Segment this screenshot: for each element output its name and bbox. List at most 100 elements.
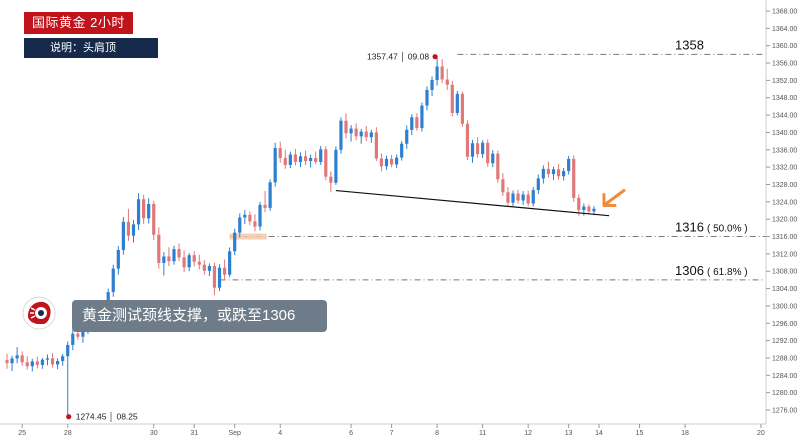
candle-body xyxy=(556,169,561,177)
candle-body xyxy=(541,168,545,179)
candle-body xyxy=(207,266,211,271)
y-tick-label: 1332.00 xyxy=(772,165,797,172)
candle-body xyxy=(222,267,227,275)
y-tick-label: 1348.00 xyxy=(772,95,797,102)
candle-body xyxy=(374,132,378,159)
candle-body xyxy=(152,203,156,235)
candle-body xyxy=(577,197,581,211)
level-label-1358: 1358 xyxy=(675,37,704,52)
high-marker xyxy=(432,54,438,60)
candle-body xyxy=(329,176,333,183)
candle-body xyxy=(349,128,353,134)
candle-body xyxy=(501,179,505,193)
candle-body xyxy=(551,169,556,175)
candle-body xyxy=(339,120,343,150)
candle-body xyxy=(405,129,409,144)
level-label-1306: 1306 xyxy=(675,263,704,278)
candle-body xyxy=(379,158,384,167)
candle-body xyxy=(25,362,29,367)
candle-body xyxy=(136,199,141,225)
candle-body xyxy=(258,204,262,227)
fib-levels: 1358 1316( 50.0% ) 1306( 61.8% ) xyxy=(219,37,766,281)
y-tick-label: 1368.00 xyxy=(772,9,797,16)
candle-body xyxy=(212,266,217,288)
y-tick-label: 1276.00 xyxy=(772,408,797,415)
x-tick-label: 28 xyxy=(64,430,72,437)
level-pct-1316: ( 50.0% ) xyxy=(707,224,748,235)
candle-body xyxy=(268,182,272,208)
candle-body xyxy=(567,158,571,172)
candle-body xyxy=(273,148,277,183)
candle-body xyxy=(142,199,146,219)
x-tick-label: 12 xyxy=(524,430,532,437)
candle-body xyxy=(425,89,429,106)
candle-body xyxy=(400,143,404,158)
candle-body xyxy=(344,120,348,134)
candle-body xyxy=(536,178,540,191)
candle-body xyxy=(217,267,222,288)
x-tick-label: 6 xyxy=(349,430,353,437)
x-tick-label: 31 xyxy=(190,430,198,437)
y-tick-label: 1344.00 xyxy=(772,113,797,120)
candle-body xyxy=(45,358,50,360)
high-label: 1357.47 │ 09.08 xyxy=(367,52,429,63)
x-tick-label: 30 xyxy=(150,430,158,437)
candle-body xyxy=(283,158,287,165)
candle-body xyxy=(20,355,24,363)
candle-body xyxy=(592,208,596,212)
annotations: 1357.47 │ 09.08 1274.45 │ 08.25 xyxy=(66,52,626,423)
candle-body xyxy=(192,255,196,262)
candle-body xyxy=(243,214,247,218)
x-tick-label: 18 xyxy=(681,430,689,437)
candle-body xyxy=(562,171,566,177)
candle-body xyxy=(309,158,313,162)
candle-body xyxy=(167,256,171,262)
candle-body xyxy=(10,358,14,364)
candle-body xyxy=(511,193,515,203)
candle-body xyxy=(263,204,267,208)
candle-body xyxy=(116,249,120,269)
x-tick-label: 25 xyxy=(18,430,26,437)
candle-body xyxy=(445,79,449,85)
candle-body xyxy=(420,105,424,129)
candle-body xyxy=(460,93,464,124)
candle-body xyxy=(238,217,242,233)
x-tick-label: 14 xyxy=(595,430,603,437)
candle-body xyxy=(293,154,298,162)
candle-body xyxy=(481,142,485,155)
low-label: 1274.45 │ 08.25 xyxy=(76,412,138,423)
y-tick-label: 1312.00 xyxy=(772,251,797,258)
candle-body xyxy=(197,261,201,265)
candle-body xyxy=(50,358,55,365)
y-tick-label: 1288.00 xyxy=(772,355,797,362)
candle-body xyxy=(546,168,551,175)
candle-body xyxy=(298,156,303,162)
candle-body xyxy=(521,194,525,201)
chart-subtitle: 说明：头肩顶 xyxy=(24,38,158,58)
x-tick-label: Sep xyxy=(228,430,241,437)
level-label-1316: 1316 xyxy=(675,220,704,235)
candle-body xyxy=(314,158,318,162)
candle-body xyxy=(491,153,495,164)
candle-body xyxy=(364,131,368,138)
candle-body xyxy=(526,194,530,204)
candle-body xyxy=(66,344,70,357)
y-tick-label: 1320.00 xyxy=(772,217,797,224)
candle-body xyxy=(359,131,363,137)
x-tick-label: 8 xyxy=(435,430,439,437)
candle-body xyxy=(182,257,186,268)
candle-body xyxy=(369,132,373,138)
x-tick-label: 15 xyxy=(636,430,644,437)
candle-body xyxy=(131,224,136,236)
candle-body xyxy=(303,156,308,162)
candle-body xyxy=(410,117,414,130)
y-tick-label: 1328.00 xyxy=(772,182,797,189)
candle-body xyxy=(384,158,389,167)
y-tick-label: 1316.00 xyxy=(772,234,797,241)
candle-body xyxy=(435,66,439,80)
pointer-arrow-head-icon xyxy=(602,193,617,207)
y-tick-label: 1336.00 xyxy=(772,147,797,154)
candle-body xyxy=(15,355,19,359)
